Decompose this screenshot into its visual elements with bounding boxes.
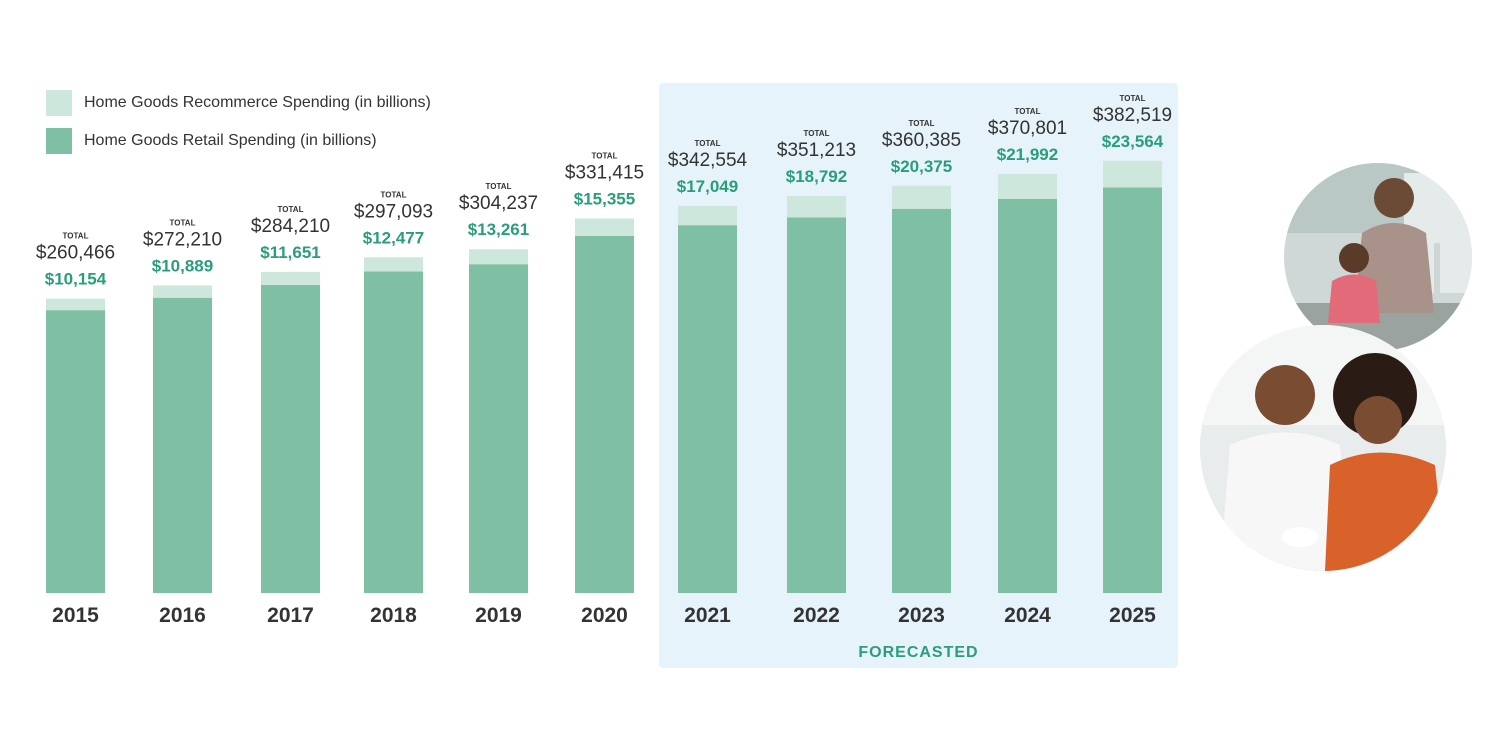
x-tick-label-2022: 2022 bbox=[793, 604, 840, 627]
total-caption: TOTAL bbox=[592, 152, 618, 161]
recommerce-value-label: $15,355 bbox=[574, 190, 635, 209]
legend-label-recommerce: Home Goods Recommerce Spending (in billi… bbox=[84, 94, 431, 111]
couple-cooking-photo bbox=[1200, 325, 1446, 571]
x-tick-label-2020: 2020 bbox=[581, 604, 628, 627]
x-tick-label-2016: 2016 bbox=[159, 604, 206, 627]
total-value-label: $360,385 bbox=[882, 130, 961, 151]
bar-retail-2018 bbox=[364, 271, 423, 593]
bar-recommerce-2019 bbox=[469, 249, 528, 265]
total-caption: TOTAL bbox=[278, 205, 304, 214]
bar-recommerce-2024 bbox=[998, 173, 1057, 199]
x-tick-label-2015: 2015 bbox=[52, 604, 99, 627]
recommerce-value-label: $23,564 bbox=[1102, 132, 1164, 151]
total-value-label: $284,210 bbox=[251, 216, 330, 237]
legend: Home Goods Recommerce Spending (in billi… bbox=[46, 90, 431, 166]
recommerce-value-label: $20,375 bbox=[891, 157, 952, 176]
total-value-label: $272,210 bbox=[143, 229, 222, 250]
total-caption: TOTAL bbox=[63, 232, 89, 241]
bar-retail-2022 bbox=[787, 217, 846, 594]
recommerce-value-label: $21,992 bbox=[997, 145, 1058, 164]
total-value-label: $331,415 bbox=[565, 163, 644, 184]
recommerce-value-label: $11,651 bbox=[260, 243, 321, 262]
total-value-label: $342,554 bbox=[668, 150, 748, 171]
x-tick-label-2024: 2024 bbox=[1004, 604, 1051, 627]
total-value-label: $297,093 bbox=[354, 201, 433, 222]
total-caption: TOTAL bbox=[1015, 107, 1041, 116]
x-tick-label-2017: 2017 bbox=[267, 604, 314, 627]
bar-retail-2015 bbox=[46, 310, 105, 593]
bar-recommerce-2018 bbox=[364, 257, 423, 272]
total-caption: TOTAL bbox=[486, 182, 512, 191]
recommerce-value-label: $17,049 bbox=[677, 177, 738, 196]
total-caption: TOTAL bbox=[695, 139, 721, 148]
bar-recommerce-2015 bbox=[46, 298, 105, 311]
total-value-label: $351,213 bbox=[777, 140, 856, 161]
total-caption: TOTAL bbox=[909, 119, 935, 128]
bar-recommerce-2025 bbox=[1103, 160, 1162, 188]
recommerce-value-label: $12,477 bbox=[363, 228, 424, 247]
x-tick-label-2025: 2025 bbox=[1109, 604, 1156, 627]
recommerce-value-label: $13,261 bbox=[468, 220, 529, 239]
bar-retail-2020 bbox=[575, 235, 634, 593]
recommerce-value-label: $10,154 bbox=[45, 270, 107, 289]
total-value-label: $370,801 bbox=[988, 118, 1067, 139]
bar-recommerce-2016 bbox=[153, 285, 212, 298]
total-value-label: $260,466 bbox=[36, 243, 115, 264]
x-tick-label-2018: 2018 bbox=[370, 604, 417, 627]
x-tick-label-2023: 2023 bbox=[898, 604, 945, 627]
bar-retail-2021 bbox=[678, 225, 737, 593]
x-tick-label-2021: 2021 bbox=[684, 604, 731, 627]
family-kitchen-photo bbox=[1284, 163, 1472, 351]
total-value-label: $304,237 bbox=[459, 193, 538, 214]
total-value-label: $382,519 bbox=[1093, 105, 1172, 126]
total-caption: TOTAL bbox=[804, 129, 830, 138]
total-caption: TOTAL bbox=[381, 190, 407, 199]
legend-swatch-retail bbox=[46, 128, 72, 154]
bar-retail-2024 bbox=[998, 198, 1057, 593]
bar-retail-2023 bbox=[892, 208, 951, 593]
legend-label-retail: Home Goods Retail Spending (in billions) bbox=[84, 132, 377, 149]
bar-recommerce-2020 bbox=[575, 218, 634, 236]
legend-swatch-recommerce bbox=[46, 90, 72, 116]
bar-retail-2017 bbox=[261, 285, 320, 593]
bar-recommerce-2022 bbox=[787, 196, 846, 218]
bar-retail-2019 bbox=[469, 264, 528, 593]
bar-recommerce-2017 bbox=[261, 271, 320, 286]
recommerce-value-label: $10,889 bbox=[152, 256, 213, 275]
bar-retail-2016 bbox=[153, 297, 212, 593]
legend-item-retail: Home Goods Retail Spending (in billions) bbox=[46, 128, 431, 154]
bar-retail-2025 bbox=[1103, 187, 1162, 593]
recommerce-value-label: $18,792 bbox=[786, 167, 847, 186]
legend-item-recommerce: Home Goods Recommerce Spending (in billi… bbox=[46, 90, 431, 116]
total-caption: TOTAL bbox=[1120, 94, 1146, 103]
bar-recommerce-2021 bbox=[678, 205, 737, 226]
bar-recommerce-2023 bbox=[892, 185, 951, 209]
total-caption: TOTAL bbox=[170, 218, 196, 227]
x-tick-label-2019: 2019 bbox=[475, 604, 522, 627]
forecast-label: FORECASTED bbox=[858, 644, 978, 661]
